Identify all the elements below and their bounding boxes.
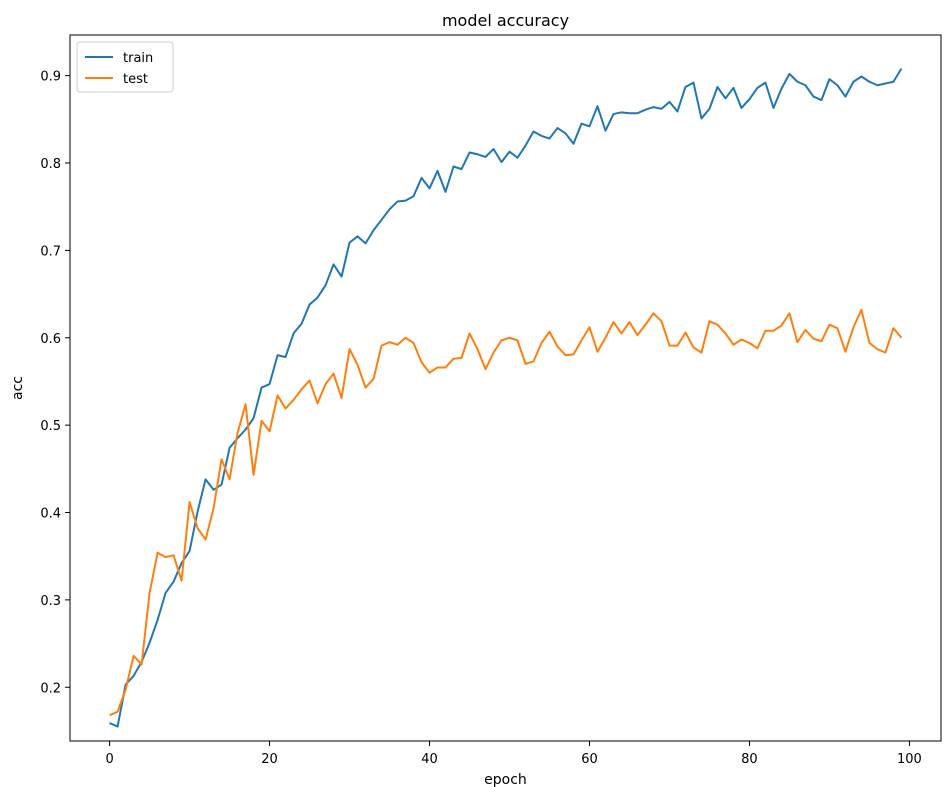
y-tick-label: 0.2	[40, 681, 61, 696]
legend-label-test: test	[123, 72, 148, 87]
series-line-test	[109, 308, 903, 717]
plot-frame	[69, 34, 942, 742]
axis-ticks: 0 20 40 60 80 100 0.2 0.3 0.4 0.5 0.6 0.7 0.8 0.9	[40, 70, 922, 767]
legend-label-train: train	[123, 51, 153, 66]
series-line-train	[109, 68, 903, 728]
x-tick-label: 60	[581, 752, 598, 767]
chart-title: model accuracy	[442, 11, 569, 30]
y-tick-label: 0.5	[40, 419, 61, 434]
x-tick-label: 80	[741, 752, 758, 767]
x-tick-label: 40	[421, 752, 438, 767]
y-tick-label: 0.6	[40, 332, 61, 347]
y-tick-label: 0.8	[40, 157, 61, 172]
legend-box	[76, 41, 174, 93]
y-tick-label: 0.7	[40, 244, 61, 259]
legend: train test	[76, 41, 174, 93]
y-tick-label: 0.4	[40, 507, 61, 522]
plot-lines	[109, 68, 903, 728]
x-tick-label: 100	[897, 752, 922, 767]
y-tick-label: 0.3	[40, 594, 61, 609]
x-axis-label: epoch	[484, 772, 527, 787]
y-tick-label: 0.9	[40, 70, 61, 85]
x-tick-label: 0	[105, 752, 113, 767]
x-tick-label: 20	[261, 752, 278, 767]
y-axis-label: acc	[10, 376, 26, 400]
